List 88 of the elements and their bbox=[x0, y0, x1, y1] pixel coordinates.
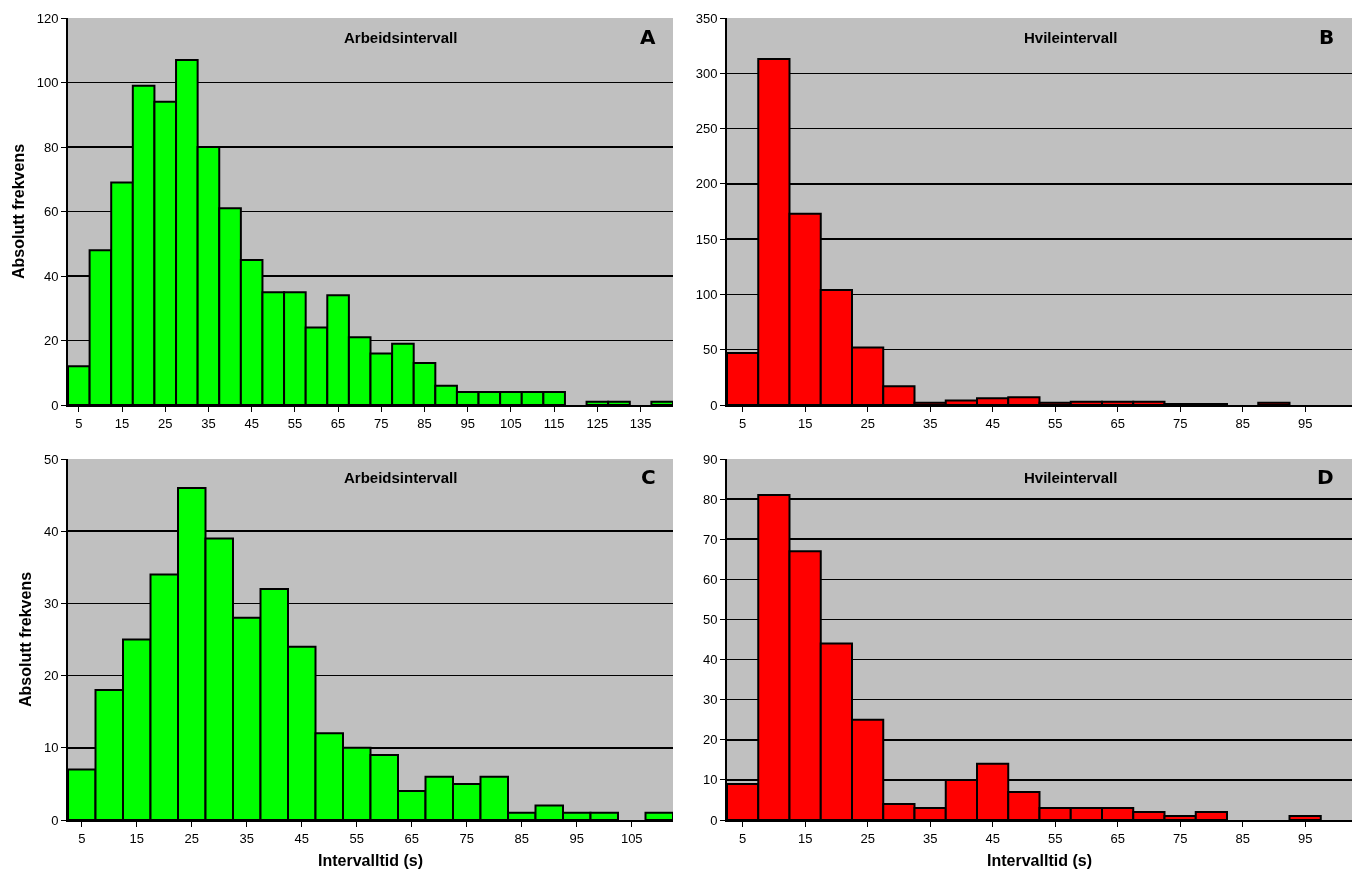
y-axis-title: Absolutt frekvens bbox=[17, 571, 35, 708]
x-axis-title: Intervalltid (s) bbox=[987, 851, 1092, 869]
x-tick-label: 15 bbox=[797, 415, 813, 431]
text: Hvileintervall bbox=[1024, 29, 1118, 46]
y-tick-label: 350 bbox=[695, 10, 718, 26]
x-tick-label: 135 bbox=[629, 415, 652, 431]
y-tick-label: 30 bbox=[702, 692, 718, 708]
x-tick-label: 55 bbox=[287, 415, 303, 431]
x-tick-label: 105 bbox=[500, 415, 522, 431]
x-tick-label: 95 bbox=[569, 830, 584, 846]
x-tick-label: 55 bbox=[1047, 830, 1063, 846]
y-tick-label: 120 bbox=[36, 10, 59, 26]
x-tick-label: 55 bbox=[1047, 415, 1063, 431]
y-tick-label: 50 bbox=[702, 611, 718, 627]
annotation: D bbox=[1317, 465, 1334, 489]
y-tick-label: 30 bbox=[43, 595, 59, 611]
x-tick-label: 35 bbox=[922, 415, 938, 431]
y-tick-label: 60 bbox=[43, 204, 59, 220]
text: Arbeidsintervall bbox=[344, 29, 458, 46]
x-tick-label: 85 bbox=[1235, 830, 1250, 846]
y-tick-label: 200 bbox=[695, 176, 718, 192]
y-tick-label: 300 bbox=[695, 65, 718, 81]
annotation: A bbox=[640, 25, 656, 49]
y-tick-label: 80 bbox=[702, 491, 718, 507]
y-tick-label: 60 bbox=[702, 571, 718, 587]
x-tick-label: 25 bbox=[184, 830, 199, 846]
y-tick-label: 100 bbox=[36, 75, 59, 91]
x-tick-label: 45 bbox=[985, 415, 1000, 431]
x-tick-label: 5 bbox=[78, 830, 86, 846]
x-tick-label: 35 bbox=[239, 830, 254, 846]
x-tick-label: 95 bbox=[1297, 415, 1313, 431]
x-tick-label: 5 bbox=[739, 830, 747, 846]
x-tick-label: 25 bbox=[860, 830, 875, 846]
y-tick-label: 150 bbox=[695, 231, 718, 247]
x-tick-label: 65 bbox=[330, 415, 346, 431]
x-tick-label: 85 bbox=[1235, 415, 1250, 431]
x-tick-label: 35 bbox=[201, 415, 216, 431]
x-tick-label: 75 bbox=[1172, 830, 1188, 846]
x-tick-label: 45 bbox=[985, 830, 1000, 846]
y-tick-label: 50 bbox=[43, 451, 59, 467]
y-tick-label: 0 bbox=[51, 397, 59, 413]
x-tick-label: 95 bbox=[460, 415, 475, 431]
y-tick-label: 80 bbox=[43, 139, 59, 155]
x-tick-label: 65 bbox=[1110, 830, 1125, 846]
y-tick-label: 20 bbox=[43, 333, 59, 349]
text: Hvileintervall bbox=[1024, 469, 1118, 486]
x-tick-label: 75 bbox=[459, 830, 474, 846]
y-tick-label: 40 bbox=[702, 652, 718, 668]
x-tick-label: 5 bbox=[75, 415, 83, 431]
x-tick-label: 75 bbox=[1172, 415, 1188, 431]
y-tick-label: 20 bbox=[702, 732, 718, 748]
x-tick-label: 55 bbox=[349, 830, 364, 846]
y-tick-label: 0 bbox=[710, 397, 718, 413]
x-tick-label: 115 bbox=[543, 415, 565, 431]
y-tick-label: 40 bbox=[43, 523, 59, 539]
x-tick-label: 25 bbox=[158, 415, 173, 431]
text: Arbeidsintervall bbox=[344, 469, 458, 486]
x-tick-label: 15 bbox=[114, 415, 130, 431]
x-tick-label: 65 bbox=[404, 830, 419, 846]
y-axis-title: Absolutt frekvens bbox=[10, 143, 28, 280]
x-tick-label: 15 bbox=[797, 830, 813, 846]
x-tick-label: 75 bbox=[374, 415, 389, 431]
x-tick-label: 95 bbox=[1297, 830, 1313, 846]
x-tick-label: 45 bbox=[244, 415, 259, 431]
annotation: B bbox=[1319, 25, 1335, 49]
y-tick-label: 70 bbox=[702, 531, 718, 547]
y-tick-label: 20 bbox=[43, 668, 59, 684]
x-tick-label: 85 bbox=[514, 830, 529, 846]
y-tick-label: 0 bbox=[710, 812, 718, 828]
y-tick-label: 90 bbox=[702, 451, 718, 467]
x-tick-label: 65 bbox=[1110, 415, 1125, 431]
annotation: C bbox=[641, 465, 656, 489]
y-tick-label: 10 bbox=[43, 740, 59, 756]
y-tick-label: 40 bbox=[43, 268, 59, 284]
x-tick-label: 15 bbox=[129, 830, 144, 846]
y-tick-label: 50 bbox=[702, 342, 718, 358]
x-tick-label: 85 bbox=[417, 415, 432, 431]
x-tick-label: 125 bbox=[586, 415, 609, 431]
y-tick-label: 100 bbox=[695, 286, 718, 302]
y-tick-label: 0 bbox=[51, 812, 59, 828]
x-tick-label: 45 bbox=[294, 830, 309, 846]
x-tick-label: 105 bbox=[620, 830, 643, 846]
x-tick-label: 5 bbox=[739, 415, 747, 431]
x-tick-label: 25 bbox=[860, 415, 875, 431]
y-tick-label: 10 bbox=[702, 772, 718, 788]
x-axis-title: Intervalltid (s) bbox=[318, 851, 423, 869]
x-tick-label: 35 bbox=[922, 830, 938, 846]
y-tick-label: 250 bbox=[695, 121, 718, 137]
